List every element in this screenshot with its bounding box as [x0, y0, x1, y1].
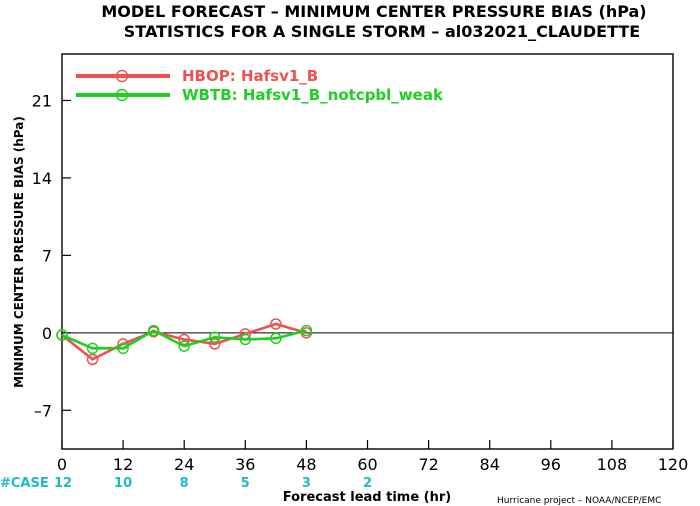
case-count-value: 8 [180, 476, 189, 491]
y-tick-label: –7 [34, 401, 52, 420]
case-label: #CASE [0, 476, 49, 491]
legend-marker-wbtb [115, 88, 129, 102]
case-count-value: 2 [363, 476, 372, 491]
series-point-0 [86, 353, 99, 366]
plot-frame [61, 53, 674, 450]
x-tick-label: 84 [480, 455, 500, 474]
chart-subtitle: STATISTICS FOR A SINGLE STORM – al032021… [124, 22, 640, 41]
legend-marker-hbop [115, 69, 129, 83]
legend-label-hbop: HBOP: Hafsv1_B [182, 67, 318, 85]
x-tick-label: 0 [57, 455, 67, 474]
y-tick-label: 14 [32, 169, 52, 188]
y-tick-label: 7 [42, 246, 52, 265]
legend: HBOP: Hafsv1_B WBTB: Hafsv1_B_notcpbl_we… [76, 67, 444, 104]
credit-text: Hurricane project – NOAA/NCEP/EMC [497, 496, 661, 506]
case-counts: 12 10 8 5 3 2 [54, 476, 372, 491]
series-point-0 [270, 318, 282, 330]
series-point-0 [209, 338, 221, 350]
series-line-0 [61, 322, 307, 361]
x-axis-label: Forecast lead time (hr) [283, 490, 451, 505]
legend-label-wbtb: WBTB: Hafsv1_B_notcpbl_weak [182, 86, 444, 104]
case-count-value: 5 [241, 476, 250, 491]
series-point-1 [147, 324, 160, 337]
case-count-value: 10 [114, 476, 132, 491]
series-point-1 [300, 324, 313, 337]
series-point-1 [86, 342, 99, 355]
case-count-value: 3 [302, 476, 311, 491]
y-tick-label: 21 [32, 91, 52, 110]
series-point-1 [270, 332, 282, 345]
x-tick-label: 12 [113, 455, 133, 474]
series-point-1 [117, 342, 129, 355]
series-line-1 [61, 329, 307, 350]
series-point-1 [178, 340, 190, 352]
case-count-value: 12 [54, 476, 72, 491]
x-tick-label: 60 [357, 455, 377, 474]
series-point-1 [239, 333, 252, 346]
x-tick-label: 36 [235, 455, 255, 474]
series-point-1 [56, 329, 68, 341]
series-point-0 [178, 333, 190, 346]
y-axis-ticks: –7 0 7 14 21 [32, 91, 71, 420]
x-tick-label: 96 [541, 455, 561, 474]
series-layer [56, 318, 313, 366]
y-tick-label: 0 [42, 324, 52, 343]
x-tick-label: 24 [174, 455, 194, 474]
x-tick-label: 48 [296, 455, 316, 474]
y-axis-label: MINIMUM CENTER PRESSURE BIAS (hPa) [12, 116, 26, 388]
x-tick-label: 108 [597, 455, 628, 474]
x-tick-label: 72 [418, 455, 438, 474]
series-point-1 [209, 331, 221, 343]
x-axis-ticks: 0 12 24 36 48 60 72 84 96 108 120 [57, 440, 688, 474]
x-tick-label: 120 [658, 455, 689, 474]
chart-title: MODEL FORECAST – MINIMUM CENTER PRESSURE… [101, 2, 646, 21]
